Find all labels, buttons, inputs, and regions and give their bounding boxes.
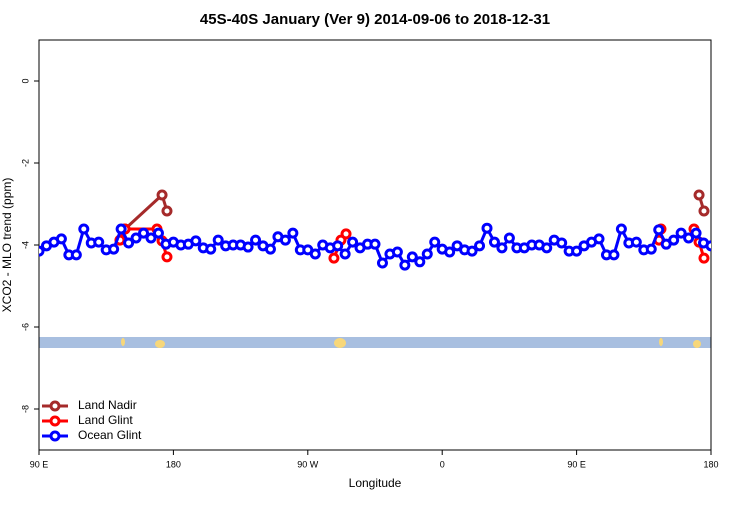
point — [70, 249, 82, 261]
point — [376, 257, 388, 269]
x-tick-label: 180 — [703, 459, 718, 469]
chart-title: 45S-40S January (Ver 9) 2014-09-06 to 20… — [200, 11, 550, 28]
point — [503, 232, 515, 244]
point — [279, 234, 291, 246]
point — [130, 232, 142, 244]
point — [705, 240, 711, 252]
point — [488, 236, 500, 248]
point — [78, 223, 90, 235]
legend-label: Land Glint — [78, 413, 133, 427]
point — [190, 235, 202, 247]
point — [115, 223, 127, 235]
x-tick-label: 90 E — [567, 459, 586, 469]
point — [421, 248, 433, 260]
y-tick-label: 0 — [20, 78, 30, 83]
point — [541, 242, 553, 254]
point — [145, 232, 157, 244]
point — [593, 233, 605, 245]
point — [474, 240, 486, 252]
legend-marker — [49, 400, 61, 412]
y-tick-label: -2 — [20, 159, 30, 167]
point — [369, 238, 381, 250]
x-axis-label: Longitude — [349, 476, 402, 490]
point — [630, 236, 642, 248]
plot-area — [39, 189, 711, 271]
point — [675, 227, 687, 239]
x-tick-label: 90 W — [297, 459, 319, 469]
point — [339, 248, 351, 260]
point — [414, 256, 426, 268]
point — [698, 252, 710, 264]
x-tick-label: 90 E — [30, 459, 49, 469]
point — [309, 248, 321, 260]
y-tick-label: -4 — [20, 241, 30, 249]
point — [138, 227, 150, 239]
point — [399, 259, 411, 271]
point — [161, 205, 173, 217]
point — [205, 243, 217, 255]
point — [556, 237, 568, 249]
point — [152, 227, 164, 239]
point — [406, 251, 418, 263]
y-tick-label: -8 — [20, 405, 30, 413]
point — [328, 252, 340, 264]
point — [39, 245, 45, 257]
point — [93, 236, 105, 248]
point — [55, 233, 67, 245]
point — [250, 234, 262, 246]
point — [698, 205, 710, 217]
point — [481, 222, 493, 234]
legend-marker — [49, 430, 61, 442]
point — [466, 245, 478, 257]
point — [615, 223, 627, 235]
point — [340, 228, 352, 240]
point — [212, 234, 224, 246]
point — [123, 237, 135, 249]
legend-marker — [49, 415, 61, 427]
point — [347, 236, 359, 248]
point — [161, 251, 173, 263]
point — [391, 246, 403, 258]
point — [332, 240, 344, 252]
point — [444, 246, 456, 258]
point — [645, 243, 657, 255]
point — [653, 224, 665, 236]
x-tick-label: 180 — [166, 459, 181, 469]
point — [264, 243, 276, 255]
point — [683, 232, 695, 244]
y-axis-label: XCO2 - MLO trend (ppm) — [0, 178, 14, 313]
point — [608, 249, 620, 261]
point — [496, 242, 508, 254]
point — [156, 189, 168, 201]
x-tick-label: 0 — [440, 459, 445, 469]
land-mask — [39, 337, 711, 348]
point — [429, 236, 441, 248]
point — [242, 241, 254, 253]
point — [690, 227, 702, 239]
point — [693, 189, 705, 201]
legend-label: Land Nadir — [78, 398, 137, 412]
point — [108, 243, 120, 255]
point — [668, 234, 680, 246]
point — [571, 245, 583, 257]
y-tick-label: -6 — [20, 323, 30, 331]
point — [287, 227, 299, 239]
legend-label: Ocean Glint — [78, 428, 142, 442]
